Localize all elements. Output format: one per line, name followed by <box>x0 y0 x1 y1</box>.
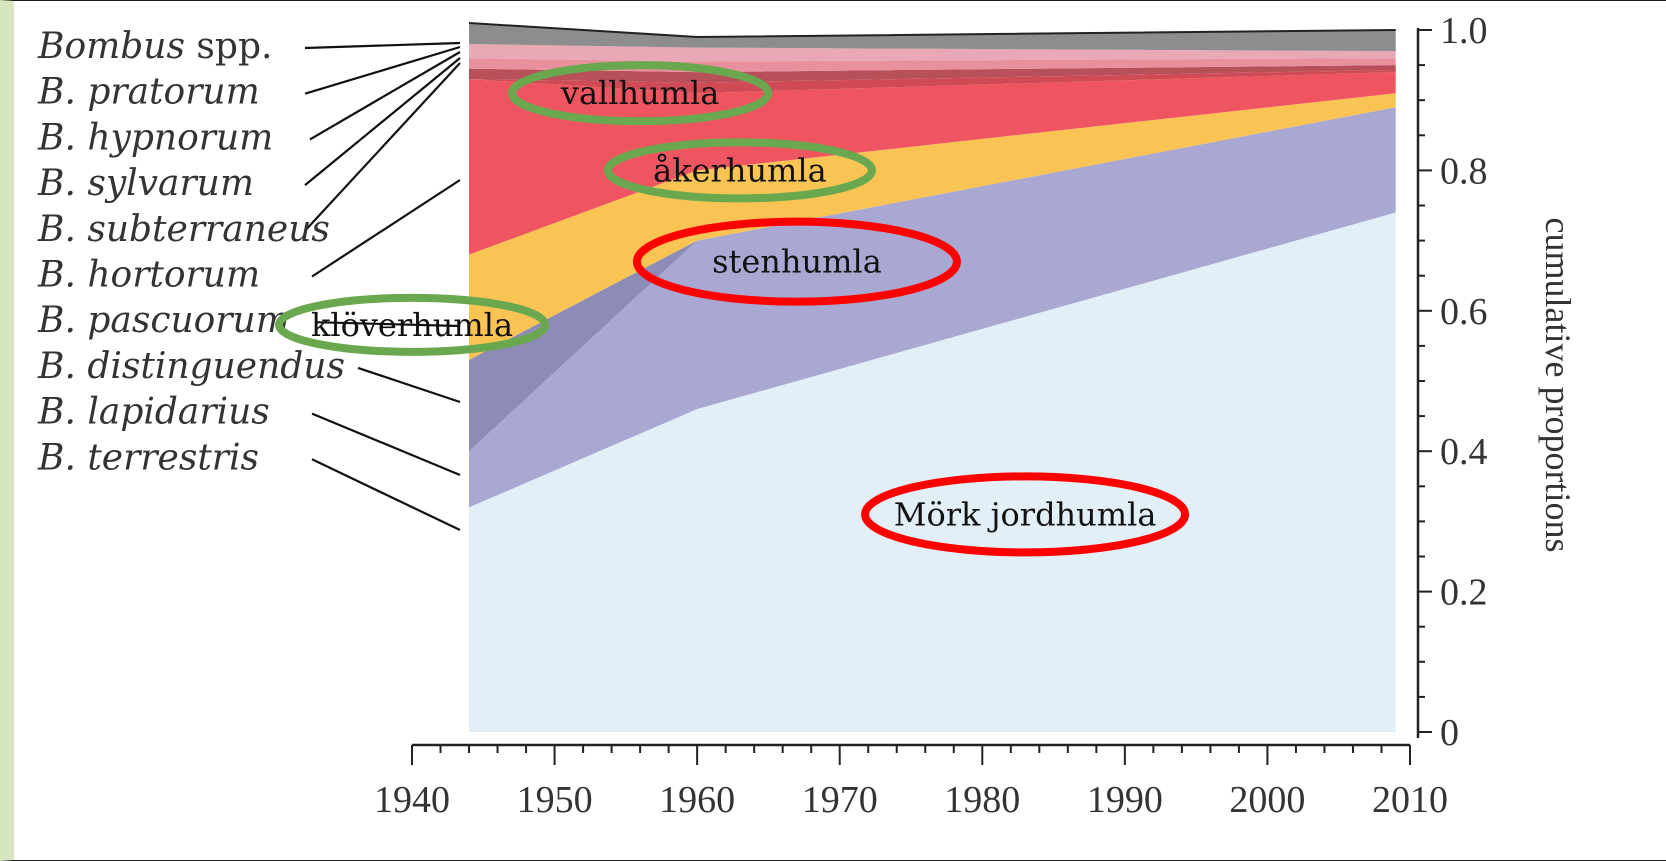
annotation-ring-m-rk-jordhumla <box>861 472 1190 557</box>
annotation-label-kerhumla: åkerhumla <box>653 151 827 189</box>
leader-line-b-sylvarum <box>304 57 461 186</box>
area-b-terrestris <box>469 212 1396 732</box>
y-tick-label-0-4: 0.4 <box>1440 431 1488 473</box>
leader-line-b-hortorum <box>311 179 461 278</box>
leader-line-b-hypnorum <box>309 51 461 141</box>
leader-line-b-distinguendus <box>357 366 461 404</box>
y-axis-title: cumulative proportions <box>1538 218 1578 553</box>
legend-label-b-hortorum: B. hortorum <box>37 255 260 296</box>
y-tick-label-0-8: 0.8 <box>1440 150 1488 192</box>
area-b-lapidarius <box>469 107 1396 508</box>
annotation-ring-kl-verhumla <box>275 293 549 356</box>
annotation-label-vallhumla: vallhumla <box>560 74 720 112</box>
legend-label-b-pascuorum: B. pascuorum <box>37 300 290 341</box>
x-tick-label-1990: 1990 <box>1087 779 1163 821</box>
area-b-subterraneus <box>469 70 1396 94</box>
x-tick-label-1970: 1970 <box>802 779 878 821</box>
area-b-pascuorum <box>469 93 1396 360</box>
leader-line-b-pascuorum <box>314 321 461 328</box>
annotation-ring-stenhumla <box>632 217 961 306</box>
legend-label-b-distinguendus: B. distinguendus <box>37 346 345 387</box>
x-tick-label-1940: 1940 <box>374 779 450 821</box>
leader-line-b-lapidarius <box>311 412 461 477</box>
legend-label-b-subterraneus: B. subterraneus <box>37 209 330 250</box>
annotation-ring-kerhumla <box>603 138 876 203</box>
area-bombus-spp <box>469 23 1396 52</box>
annotation-label-m-rk-jordhumla: Mörk jordhumla <box>894 495 1157 533</box>
annotation-label-kl-verhumla: klöverhumla <box>311 306 513 344</box>
area-layers <box>468 22 1396 732</box>
annotations: vallhumla åkerhumla stenhumla klöverhumla Mö… <box>275 61 1190 557</box>
legend-label-b-hypnorum: B. hypnorum <box>37 117 273 158</box>
legend-label-b-lapidarius: B. lapidarius <box>37 392 270 433</box>
y-tick-label-0: 0 <box>1440 712 1459 754</box>
x-tick-label-1980: 1980 <box>944 779 1020 821</box>
x-tick-label-2000: 2000 <box>1229 779 1305 821</box>
leader-line-bombus-spp <box>304 41 461 50</box>
legend-label-b-sylvarum: B. sylvarum <box>37 163 254 204</box>
area-top-outline <box>468 22 1396 39</box>
x-axis: 1940 1950 1960 1970 1980 1990 2000 2010 <box>374 743 1448 821</box>
x-tick-label-2010: 2010 <box>1372 779 1448 821</box>
y-axis: 0 0.2 0.4 0.6 0.8 1.0 <box>1416 10 1488 754</box>
leader-line-b-terrestris <box>311 458 461 531</box>
legend-leader-lines <box>304 41 461 531</box>
y-tick-label-1-0: 1.0 <box>1440 10 1488 52</box>
legend-label-b-pratorum: B. pratorum <box>37 72 260 113</box>
leader-line-b-subterraneus <box>304 62 461 232</box>
y-tick-label-0-2: 0.2 <box>1440 572 1488 614</box>
legend-label-b-terrestris: B. terrestris <box>37 437 259 478</box>
x-tick-label-1950: 1950 <box>517 779 593 821</box>
x-tick-label-1960: 1960 <box>659 779 735 821</box>
legend-label-bombus-spp: Bombus spp. <box>37 26 272 67</box>
y-tick-label-0-6: 0.6 <box>1440 291 1488 333</box>
annotation-label-stenhumla: stenhumla <box>712 243 882 281</box>
annotation-ring-vallhumla <box>508 61 773 126</box>
area-b-sylvarum <box>469 65 1396 83</box>
leader-line-b-pratorum <box>304 45 461 95</box>
area-b-pratorum <box>469 44 1396 62</box>
